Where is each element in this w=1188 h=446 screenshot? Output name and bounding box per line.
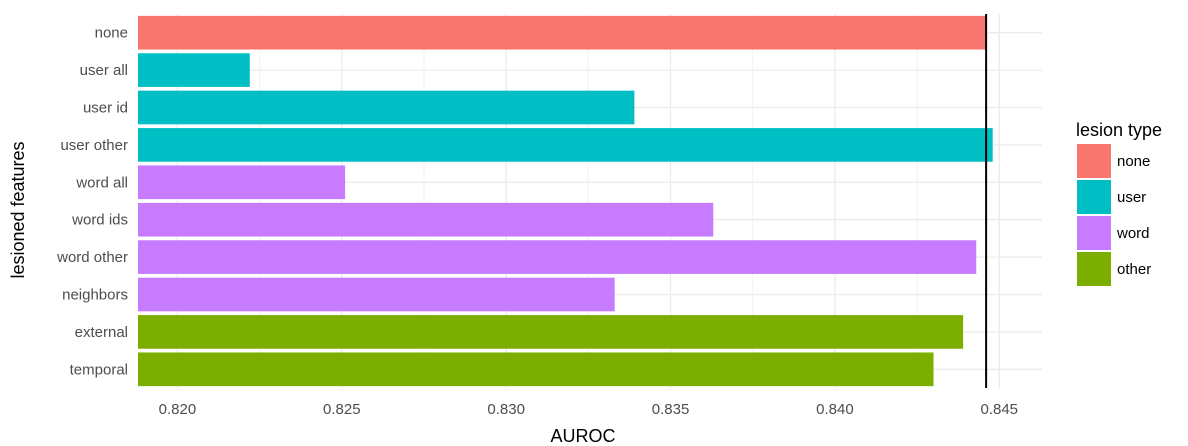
legend-label: word xyxy=(1116,225,1150,242)
bar-none xyxy=(138,15,987,50)
x-tick-label: 0.820 xyxy=(159,401,197,418)
bar-word-ids xyxy=(138,202,714,237)
x-tick-label: 0.845 xyxy=(980,401,1018,418)
legend-swatch-other xyxy=(1077,252,1111,286)
x-tick-label: 0.840 xyxy=(816,401,854,418)
bar-user-id xyxy=(138,90,635,125)
y-axis-title: lesioned features xyxy=(8,141,28,278)
bar-user-all xyxy=(138,53,250,87)
category-label: word all xyxy=(75,174,128,191)
legend: lesion type none user word other xyxy=(1076,120,1162,286)
legend-label: other xyxy=(1117,261,1151,278)
legend-swatch-user xyxy=(1077,180,1111,214)
bar-external xyxy=(138,315,964,349)
category-label: user other xyxy=(60,137,128,154)
category-label: external xyxy=(75,324,128,341)
category-label: none xyxy=(95,25,128,42)
category-labels: none user all user id user other word all wor… xyxy=(56,25,128,379)
x-tick-label: 0.825 xyxy=(323,401,361,418)
legend-title: lesion type xyxy=(1076,120,1162,140)
x-axis-title: AUROC xyxy=(550,426,615,446)
bar-word-all xyxy=(138,165,346,200)
x-tick-label: 0.830 xyxy=(487,401,525,418)
bar-temporal xyxy=(138,352,934,387)
legend-label: none xyxy=(1117,153,1150,170)
category-label: word other xyxy=(56,249,128,266)
legend-swatch-none xyxy=(1077,144,1111,178)
bar-word-other xyxy=(138,240,977,274)
category-label: user all xyxy=(80,62,128,79)
category-label: temporal xyxy=(70,361,128,378)
bar-user-other xyxy=(138,128,993,162)
category-label: user id xyxy=(83,100,128,117)
legend-label: user xyxy=(1117,189,1146,206)
bar-neighbors xyxy=(138,277,615,312)
category-label: neighbors xyxy=(62,287,128,304)
x-tick-labels: 0.820 0.825 0.830 0.835 0.840 0.845 xyxy=(159,401,1018,418)
category-label: word ids xyxy=(71,212,128,229)
x-tick-label: 0.835 xyxy=(652,401,690,418)
legend-swatch-word xyxy=(1077,216,1111,250)
bars-layer xyxy=(138,15,993,387)
